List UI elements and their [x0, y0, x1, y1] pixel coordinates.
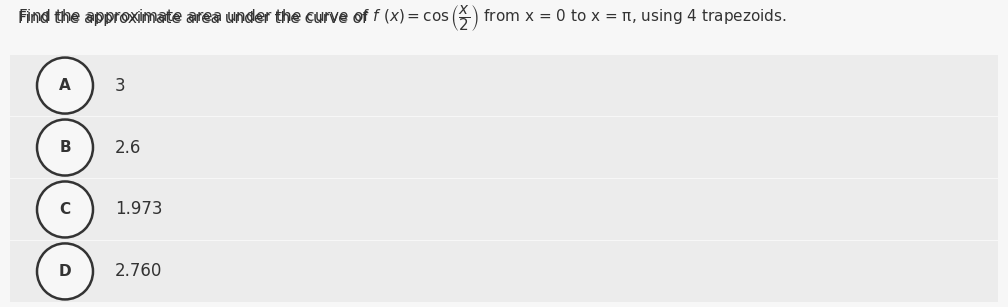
Circle shape — [37, 58, 93, 114]
Text: 3: 3 — [115, 76, 126, 95]
FancyBboxPatch shape — [10, 241, 998, 302]
Text: A: A — [59, 78, 71, 93]
Text: B: B — [59, 140, 71, 155]
Text: Find the approximate area under the curve of: Find the approximate area under the curv… — [18, 10, 372, 25]
Text: 1.973: 1.973 — [115, 200, 162, 219]
Text: C: C — [59, 202, 71, 217]
Text: D: D — [58, 264, 72, 279]
Text: 2.6: 2.6 — [115, 138, 141, 157]
Circle shape — [37, 243, 93, 299]
Text: 2.760: 2.760 — [115, 262, 162, 280]
FancyBboxPatch shape — [10, 179, 998, 240]
FancyBboxPatch shape — [10, 117, 998, 178]
Circle shape — [37, 119, 93, 176]
FancyBboxPatch shape — [10, 55, 998, 116]
Circle shape — [37, 181, 93, 238]
Text: Find the approximate area under the curve of $\mathit{f}\ (x)=\cos\left(\dfrac{x: Find the approximate area under the curv… — [18, 3, 786, 33]
